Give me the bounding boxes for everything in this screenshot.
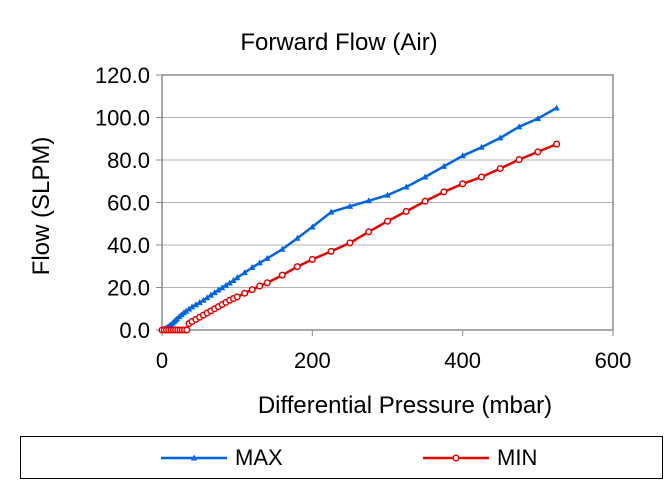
data-point-min [496,164,504,173]
data-point-min [534,148,542,156]
data-point-min [233,293,241,301]
data-point-min [308,255,316,264]
data-point-min [327,247,335,255]
data-point-min [256,282,264,290]
data-point-max [497,134,504,141]
x-tick-label: 600 [595,348,632,373]
legend-label-max: MAX [235,444,283,470]
y-axis-title: Flow (SLPM) [28,137,55,276]
legend-marker-min [452,453,460,462]
data-point-max [241,269,248,276]
data-point-min [459,180,467,188]
legend: MAX MIN [20,436,663,479]
data-point-max [327,208,335,215]
x-axis-ticks: 0 200 400 600 [156,330,631,373]
data-point-max [192,301,200,308]
data-point-max [182,307,190,314]
data-point-max [203,294,211,301]
y-tick-label: 60.0 [107,191,150,216]
data-point-max [230,276,237,283]
data-point-min [346,239,354,247]
data-point-max [384,191,391,198]
data-point-max [200,296,207,303]
data-point-min [515,156,523,164]
data-point-max [188,303,196,310]
data-point-max [309,223,316,230]
legend-entry-max: MAX [159,437,283,478]
grid-lines [162,117,613,288]
data-point-min [365,228,373,236]
data-point-max [196,299,203,306]
data-point-max [215,286,222,293]
data-point-max [553,104,560,111]
data-point-max [211,289,218,296]
data-point-max [346,202,354,209]
data-point-min [440,188,448,196]
series-max [158,104,560,333]
y-tick-label: 40.0 [107,233,150,258]
data-point-max [185,305,193,312]
data-point-min [402,207,410,215]
data-point-max [294,234,301,241]
data-point-min [248,286,256,294]
legend-swatch-max [161,454,227,460]
data-point-max [459,152,466,159]
series-line-max [161,106,558,332]
data-point-max [403,183,410,190]
data-point-max [365,197,372,204]
y-tick-label: 120.0 [95,63,150,88]
legend-entry-min: MIN [421,437,537,478]
data-point-min [293,263,301,271]
data-point-max [421,173,429,180]
y-axis-ticks: 0.0 20.0 40.0 60.0 80.0 100.0 120.0 [95,63,162,343]
y-tick-label: 80.0 [107,148,150,173]
legend-label-min: MIN [497,444,538,470]
data-point-max [440,162,448,169]
y-tick-label: 100.0 [95,106,150,131]
data-point-min [421,197,429,205]
data-point-min [241,289,249,297]
legend-swatch-min [423,453,489,462]
data-point-max [249,264,256,271]
data-point-max [515,123,523,130]
chart-title: Forward Flow (Air) [240,29,437,56]
x-tick-label: 200 [294,348,331,373]
data-point-max [222,281,230,288]
x-axis-title: Differential Pressure (mbar) [258,392,552,419]
data-point-max [207,291,215,298]
series-layer [158,104,561,334]
data-point-max [264,254,271,261]
data-point-min [477,173,486,181]
y-tick-label: 0.0 [119,318,150,343]
data-point-max [226,279,233,286]
data-point-min [183,326,191,334]
data-point-min [553,140,561,148]
data-point-max [218,284,226,291]
legend-marker-max [190,454,198,460]
data-point-min [383,217,392,225]
data-point-max [233,274,241,281]
series-min [158,140,561,334]
x-tick-label: 400 [444,348,481,373]
data-point-max [256,259,263,266]
x-tick-label: 0 [156,348,168,373]
data-point-min [263,279,271,287]
data-point-max [478,143,485,150]
data-point-min [278,271,286,279]
data-point-max [534,115,542,122]
data-point-max [279,245,286,252]
y-tick-label: 20.0 [107,276,150,301]
